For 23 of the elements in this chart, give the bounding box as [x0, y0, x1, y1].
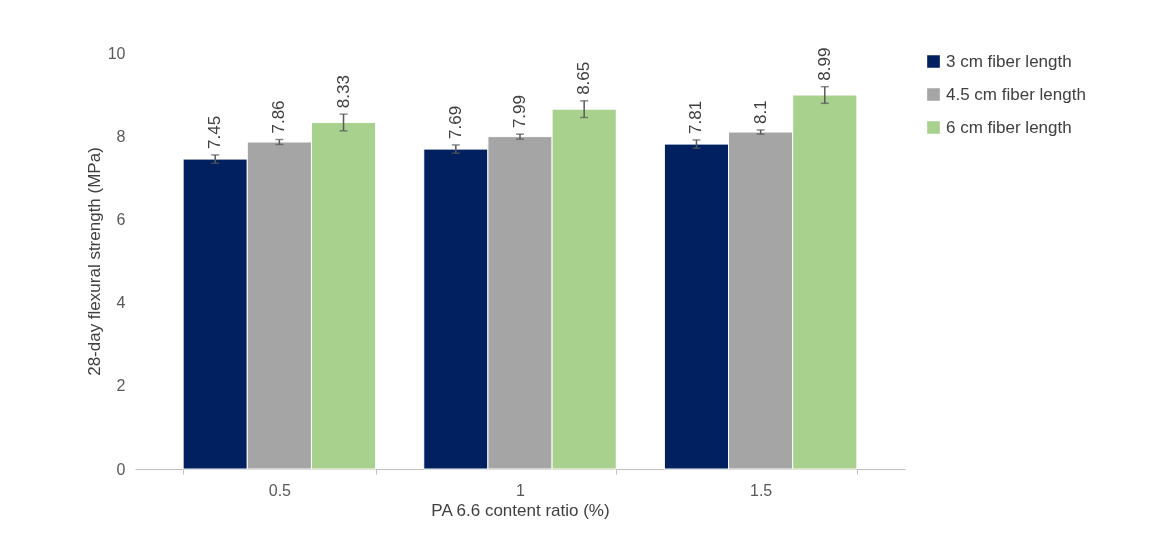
data-label: 7.86 — [269, 100, 289, 134]
x-tick-label: 1 — [516, 481, 526, 499]
data-label: 8.33 — [333, 75, 353, 109]
y-tick-label: 8 — [116, 127, 126, 145]
data-label: 8.1 — [750, 100, 770, 124]
y-tick-label: 10 — [107, 44, 126, 62]
data-label: 7.81 — [686, 100, 706, 134]
legend-label: 6 cm fiber length — [946, 117, 1072, 137]
data-label: 7.99 — [510, 95, 529, 129]
legend-label: 4.5 cm fiber length — [946, 84, 1086, 104]
legend-label: 3 cm fiber length — [946, 51, 1072, 71]
x-tick-label: 0.5 — [268, 481, 292, 499]
y-tick-label: 0 — [116, 460, 126, 478]
data-label: 7.45 — [205, 115, 225, 149]
data-label: 8.65 — [574, 61, 594, 95]
y-axis-title: 28-day flexural strength (MPa) — [84, 147, 104, 376]
x-tick-label: 1.5 — [750, 481, 773, 499]
data-label: 7.69 — [445, 105, 465, 139]
y-tick-label: 6 — [116, 210, 126, 228]
x-axis-title: PA 6.6 content ratio (%) — [431, 500, 610, 520]
y-tick-label: 2 — [116, 377, 126, 395]
data-label: 8.99 — [814, 47, 834, 81]
y-tick-label: 4 — [116, 294, 126, 312]
